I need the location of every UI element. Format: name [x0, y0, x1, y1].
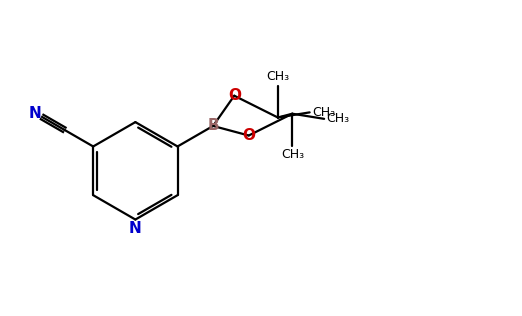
- Text: CH₃: CH₃: [281, 148, 304, 161]
- Text: B: B: [207, 118, 219, 133]
- Text: CH₃: CH₃: [327, 112, 350, 125]
- Text: CH₃: CH₃: [266, 70, 289, 83]
- Text: N: N: [29, 106, 42, 121]
- Text: N: N: [129, 221, 142, 236]
- Text: CH₃: CH₃: [312, 106, 335, 119]
- Text: O: O: [228, 88, 241, 103]
- Text: O: O: [242, 128, 255, 143]
